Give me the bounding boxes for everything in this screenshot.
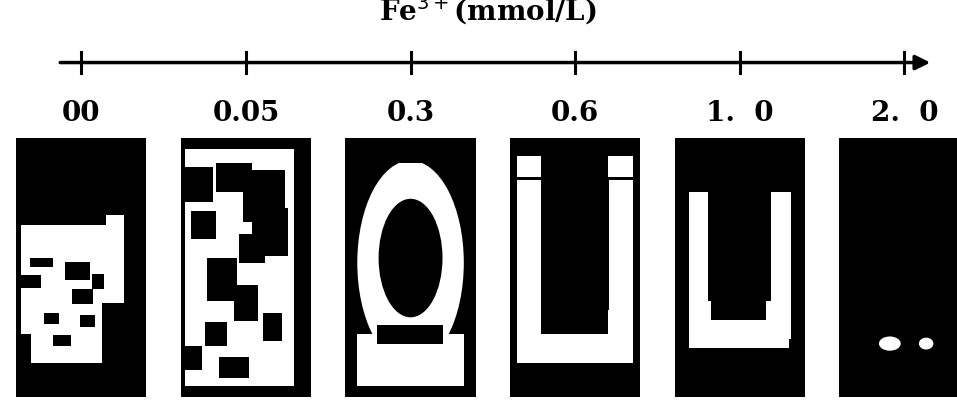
- Ellipse shape: [357, 161, 464, 365]
- Bar: [30, 258, 53, 267]
- Bar: [191, 211, 215, 239]
- Bar: [377, 325, 443, 344]
- Text: 0.3: 0.3: [387, 100, 434, 127]
- Text: 2. 0: 2. 0: [871, 100, 938, 127]
- Text: 0.05: 0.05: [212, 100, 279, 127]
- Bar: [234, 285, 258, 321]
- Bar: [92, 274, 104, 289]
- Bar: [771, 192, 790, 339]
- Bar: [21, 216, 123, 363]
- Bar: [205, 322, 227, 346]
- Ellipse shape: [879, 337, 901, 351]
- Bar: [384, 149, 434, 164]
- Bar: [675, 139, 805, 397]
- Bar: [295, 149, 306, 387]
- Bar: [80, 316, 96, 328]
- Bar: [186, 149, 306, 387]
- Bar: [263, 313, 281, 342]
- Text: Fe$^{3+}$(mmol/L): Fe$^{3+}$(mmol/L): [379, 0, 597, 27]
- Bar: [183, 167, 212, 203]
- Bar: [542, 157, 608, 178]
- Bar: [181, 346, 202, 370]
- Bar: [711, 297, 767, 320]
- Bar: [542, 306, 608, 334]
- Bar: [243, 171, 285, 223]
- Bar: [64, 263, 90, 281]
- Bar: [689, 301, 790, 348]
- Bar: [609, 180, 634, 351]
- Bar: [839, 139, 957, 397]
- Bar: [345, 139, 476, 397]
- Bar: [689, 192, 708, 339]
- Bar: [21, 334, 31, 363]
- Bar: [16, 139, 146, 397]
- Bar: [517, 180, 542, 351]
- Bar: [252, 209, 288, 256]
- Bar: [238, 235, 265, 263]
- Bar: [510, 139, 640, 397]
- Bar: [73, 289, 93, 304]
- Bar: [21, 275, 41, 288]
- Bar: [21, 216, 105, 225]
- Text: 00: 00: [62, 100, 100, 127]
- Bar: [219, 357, 249, 378]
- Ellipse shape: [919, 338, 933, 350]
- Bar: [102, 303, 123, 363]
- Bar: [207, 258, 237, 301]
- Bar: [44, 313, 59, 324]
- Bar: [517, 157, 634, 178]
- Bar: [357, 334, 464, 387]
- Text: 1. 0: 1. 0: [706, 100, 773, 127]
- Bar: [517, 310, 634, 363]
- Bar: [53, 335, 71, 346]
- Bar: [215, 164, 252, 192]
- Text: 0.6: 0.6: [551, 100, 599, 127]
- Ellipse shape: [379, 199, 442, 317]
- Bar: [181, 139, 311, 397]
